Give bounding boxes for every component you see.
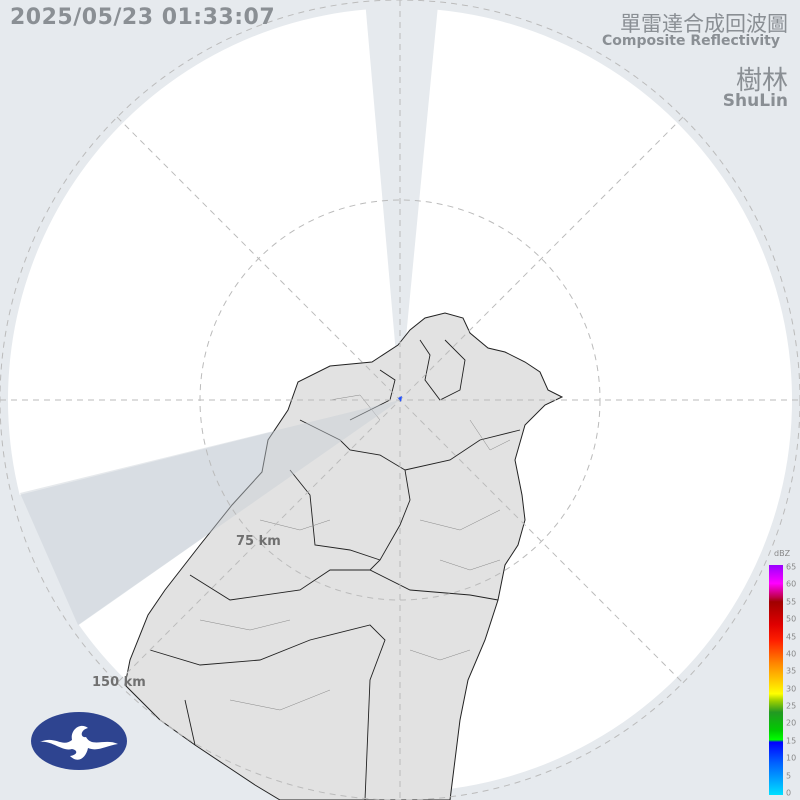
- colorbar-tick: 45: [786, 632, 797, 642]
- colorbar-gradient: [769, 565, 783, 795]
- colorbar-tick: 55: [786, 597, 797, 607]
- colorbar-tick: 40: [786, 649, 797, 659]
- colorbar-tick: 65: [786, 562, 797, 572]
- title-zh: 單雷達合成回波圖: [620, 12, 788, 36]
- taiwan-land: [124, 312, 564, 800]
- colorbar-tick: 10: [786, 753, 797, 763]
- logo-cwa: [31, 712, 127, 770]
- echo: [398, 396, 402, 402]
- station-en: ShuLin: [722, 91, 788, 111]
- station-zh: 樹林: [735, 66, 788, 96]
- colorbar-tick: 15: [786, 736, 797, 746]
- colorbar-tick: 35: [786, 666, 797, 676]
- range-label-75: 75 km: [236, 534, 281, 549]
- blocked-beam: [20, 400, 400, 625]
- title-en: Composite Reflectivity: [602, 33, 780, 49]
- colorbar-tick: 30: [786, 684, 797, 694]
- colorbar-tick: 20: [786, 718, 797, 728]
- range-label-150: 150 km: [92, 675, 146, 690]
- county-borders: [149, 339, 521, 800]
- colorbar-tick: 0: [786, 788, 792, 798]
- colorbar-unit: dBZ: [774, 549, 791, 558]
- colorbar-tick: 50: [786, 614, 797, 624]
- township-borders: [199, 394, 511, 711]
- timestamp: 2025/05/23 01:33:07: [10, 5, 276, 30]
- colorbar-tick: 5: [786, 771, 792, 781]
- colorbar-tick: 25: [786, 701, 797, 711]
- colorbar-tick: 60: [786, 579, 797, 589]
